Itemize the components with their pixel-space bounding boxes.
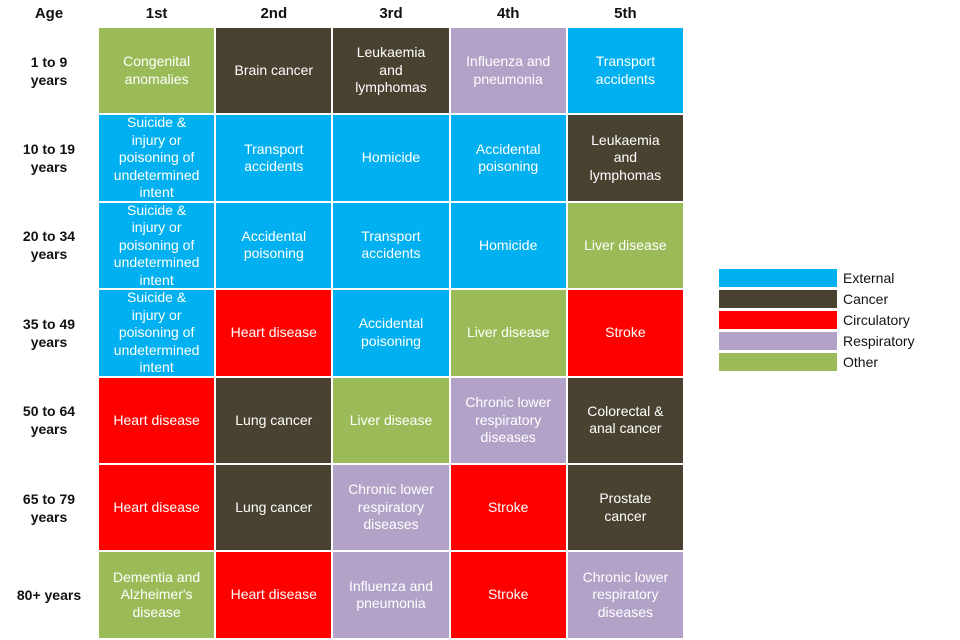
- legend-swatch-external: [719, 269, 837, 287]
- column-header-4th: 4th: [496, 5, 520, 22]
- age-label: 35 to 49 years: [22, 315, 76, 350]
- column-header-3rd: 3rd: [379, 5, 403, 22]
- column-header-1st: 1st: [145, 5, 168, 22]
- cause-cell: Influenza and pneumonia: [450, 28, 566, 114]
- cause-cell: Heart disease: [99, 377, 215, 463]
- cause-cell: Transport accidents: [216, 115, 332, 201]
- column-header-5th: 5th: [614, 5, 637, 22]
- legend-swatch-circulatory: [719, 311, 837, 329]
- cause-cell: Homicide: [450, 202, 566, 289]
- age-label: 10 to 19 years: [22, 140, 76, 176]
- cause-cell: Chronic lower respiratory diseases: [567, 552, 683, 638]
- cause-cell: Lung cancer: [216, 377, 332, 463]
- cause-cell: Transport accidents: [567, 28, 683, 114]
- cause-cell: Homicide: [333, 115, 449, 201]
- age-label: 50 to 64 years: [22, 403, 76, 438]
- legend-label-circulatory: Circulatory: [843, 312, 910, 328]
- cause-cell: Suicide & injury or poisoning of undeter…: [99, 202, 215, 289]
- age-header: Age: [34, 5, 64, 22]
- legend-label-respiratory: Respiratory: [843, 333, 915, 349]
- legend-swatch-cancer: [719, 290, 837, 308]
- cause-cell: Suicide & injury or poisoning of undeter…: [99, 114, 215, 201]
- cause-cell: Heart disease: [99, 465, 215, 551]
- cause-cell: Prostate cancer: [567, 465, 683, 551]
- cause-cell: Leukaemia and lymphomas: [567, 115, 683, 201]
- cause-cell: Lung cancer: [216, 465, 332, 551]
- cause-cell: Congenital anomalies: [99, 28, 215, 114]
- cause-cell: Heart disease: [216, 552, 332, 638]
- cause-cell: Accidental poisoning: [333, 290, 449, 376]
- legend-swatch-other: [719, 353, 837, 371]
- cause-cell: Heart disease: [216, 290, 332, 376]
- cause-cell: Stroke: [450, 465, 566, 551]
- cause-cell: Leukaemia and lymphomas: [333, 28, 449, 114]
- age-label: 1 to 9 years: [30, 53, 68, 88]
- cause-cell: Stroke: [450, 552, 566, 638]
- cause-cell: Liver disease: [333, 377, 449, 463]
- cause-cell: Chronic lower respiratory diseases: [450, 377, 566, 463]
- cause-cell: Accidental poisoning: [216, 202, 332, 289]
- age-label: 20 to 34 years: [22, 228, 76, 263]
- cause-cell: Liver disease: [567, 202, 683, 289]
- age-label: 80+ years: [16, 586, 82, 603]
- legend-swatch-respiratory: [719, 332, 837, 350]
- column-header-2nd: 2nd: [260, 5, 288, 22]
- cause-cell: Transport accidents: [333, 202, 449, 289]
- cause-cell: Chronic lower respiratory diseases: [333, 465, 449, 551]
- legend-label-other: Other: [843, 354, 879, 370]
- legend-label-external: External: [843, 270, 895, 286]
- legend-label-cancer: Cancer: [843, 291, 889, 307]
- cause-cell: Dementia and Alzheimer's disease: [99, 552, 215, 638]
- cause-cell: Liver disease: [450, 290, 566, 376]
- cause-cell: Stroke: [567, 290, 683, 376]
- cause-cell: Suicide & injury or poisoning of undeter…: [99, 289, 215, 376]
- cause-cell: Accidental poisoning: [450, 115, 566, 201]
- cause-cell: Influenza and pneumonia: [333, 552, 449, 638]
- cause-cell: Brain cancer: [216, 28, 332, 114]
- cause-cell: Colorectal & anal cancer: [567, 377, 683, 463]
- age-label: 65 to 79 years: [22, 490, 76, 525]
